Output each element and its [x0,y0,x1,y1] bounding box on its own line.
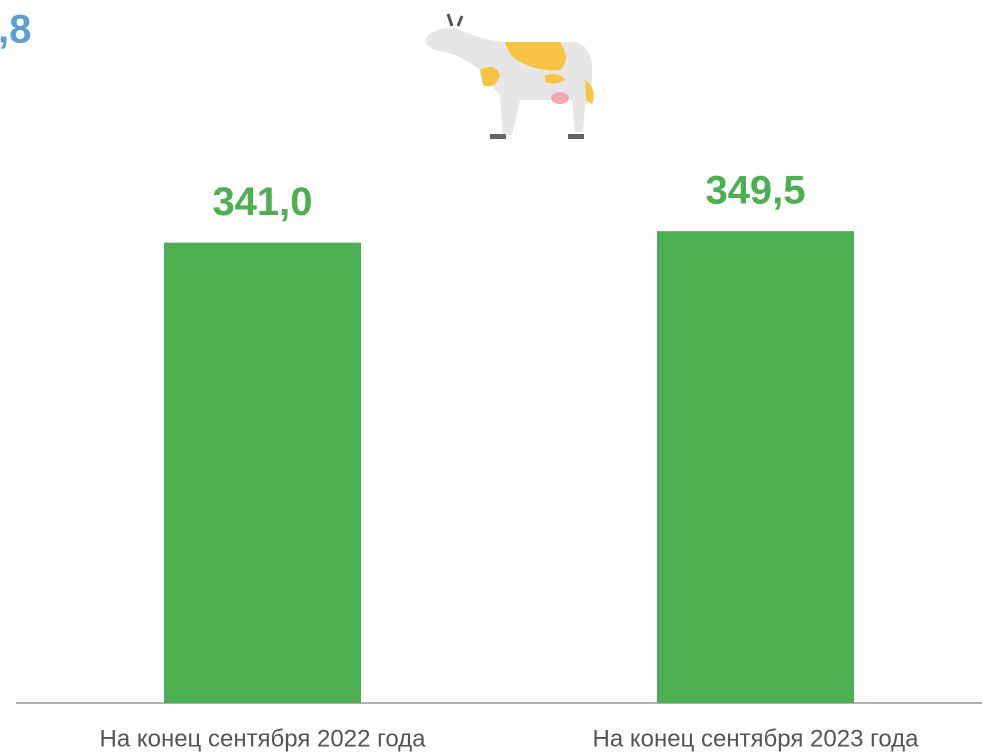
cow-icon [425,13,594,139]
bar [164,242,361,703]
bar [657,231,854,704]
annotation: ,8 [0,8,31,52]
x-tick-label: На конец сентября 2022 года [99,725,426,752]
data-label: 349,5 [705,169,805,213]
x-tick-label: На конец сентября 2023 года [592,725,919,752]
data-label: 341,0 [212,180,312,224]
